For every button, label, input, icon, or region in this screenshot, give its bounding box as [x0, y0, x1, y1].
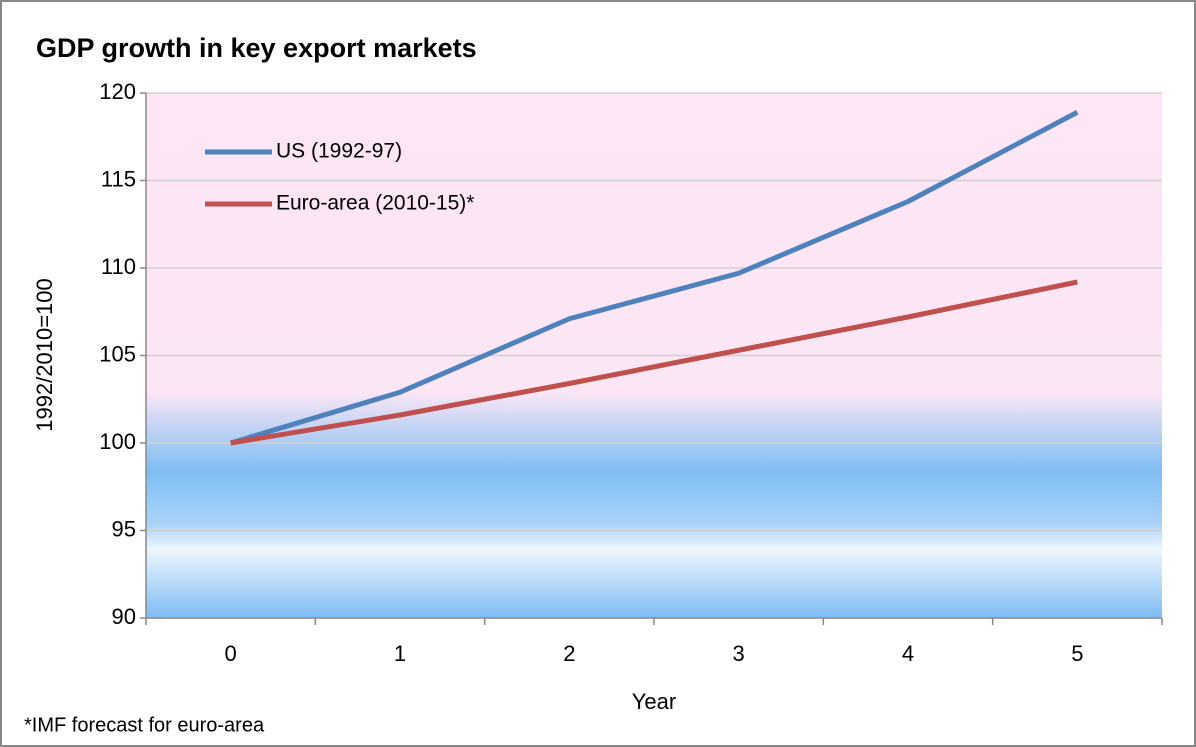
legend-label: US (1992-97) [276, 140, 402, 163]
x-tick-label: 4 [902, 641, 914, 666]
y-tick-label: 90 [112, 604, 136, 629]
footnote: *IMF forecast for euro-area [24, 714, 265, 736]
series-line [229, 110, 1079, 446]
y-tick-label: 115 [101, 166, 136, 191]
x-tick-label: 5 [1071, 641, 1083, 666]
y-tick-label: 105 [99, 341, 136, 366]
x-axis-label: Year [632, 689, 676, 714]
series-line [230, 279, 1078, 446]
x-tick-label: 2 [563, 641, 575, 666]
legend-label: Euro-area (2010-15)* [276, 192, 474, 215]
y-tick-label: 120 [99, 79, 136, 104]
y-tick-label: 110 [101, 254, 136, 279]
x-tick-label: 0 [225, 641, 237, 666]
x-tick-label: 1 [394, 641, 406, 666]
y-axis-label: 1992/2010=100 [32, 278, 57, 432]
y-tick-label: 95 [112, 516, 136, 541]
chart-title: GDP growth in key export markets [36, 33, 477, 63]
y-tick-label: 100 [99, 429, 136, 454]
x-tick-label: 3 [733, 641, 745, 666]
